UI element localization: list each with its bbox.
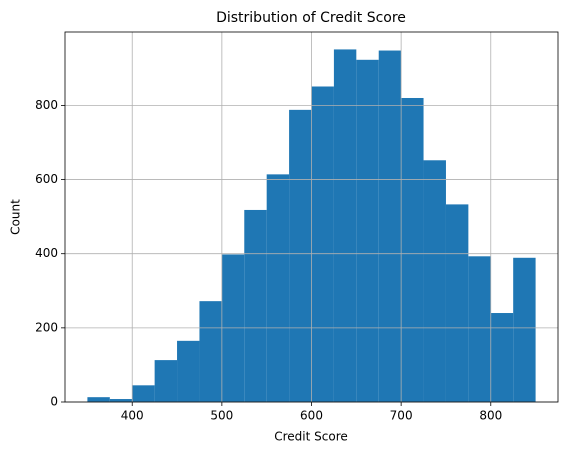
bar — [356, 59, 379, 403]
x-tick-label: 700 — [390, 409, 413, 423]
y-tick-label: 600 — [35, 172, 58, 186]
bar — [490, 313, 514, 402]
x-tick-label: 800 — [479, 409, 502, 423]
bar — [87, 397, 110, 402]
y-tick-label: 400 — [35, 246, 58, 260]
x-tick-label: 600 — [300, 409, 323, 423]
bar — [445, 204, 469, 402]
chart-title: Distribution of Credit Score — [216, 10, 406, 26]
bar — [266, 174, 290, 402]
bar — [311, 86, 334, 403]
bar — [378, 50, 402, 402]
y-tick-label: 800 — [35, 98, 58, 112]
x-tick-label: 500 — [210, 409, 233, 423]
y-axis-label: Count — [9, 199, 23, 235]
bar — [199, 301, 222, 402]
bar — [513, 257, 536, 402]
y-tick-label: 200 — [35, 320, 58, 334]
bar — [132, 385, 155, 402]
x-tick-label: 400 — [121, 409, 144, 423]
bar — [423, 160, 446, 402]
plot-frame — [64, 31, 559, 403]
bar — [109, 399, 133, 402]
bar — [177, 340, 200, 402]
x-axis-label: Credit Score — [274, 430, 348, 444]
bar — [289, 109, 312, 402]
bar — [468, 256, 491, 402]
y-tick-label: 0 — [50, 395, 58, 409]
bar — [244, 209, 267, 402]
bar — [333, 49, 357, 402]
bar — [401, 97, 424, 403]
bar — [154, 360, 178, 402]
